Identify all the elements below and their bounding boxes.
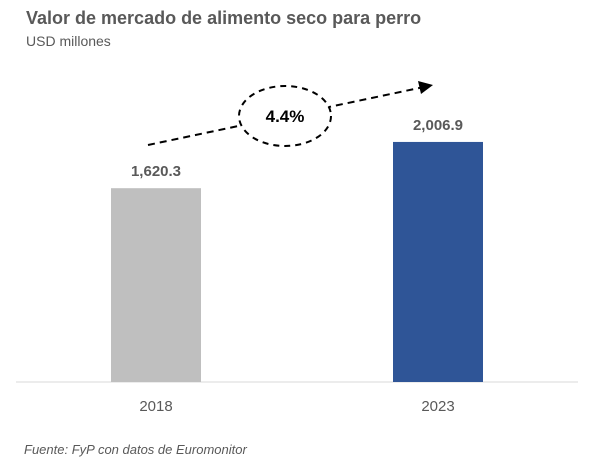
bar-2023 (393, 141, 483, 382)
growth-arrowhead (418, 81, 433, 94)
x-tick-label-2018: 2018 (139, 398, 172, 415)
growth-ellipse (238, 85, 332, 147)
chart-title: Valor de mercado de alimento seco para p… (26, 8, 422, 28)
x-tick-label-2023: 2023 (421, 398, 454, 415)
source-note: Fuente: FyP con datos de Euromonitor (24, 442, 247, 457)
data-label-2023: 2,006.9 (413, 117, 463, 134)
data-label-2018: 1,620.3 (131, 163, 181, 180)
chart-subtitle: USD millones (26, 33, 111, 49)
growth-label: 4.4% (266, 107, 305, 126)
bar-2018 (111, 188, 201, 382)
